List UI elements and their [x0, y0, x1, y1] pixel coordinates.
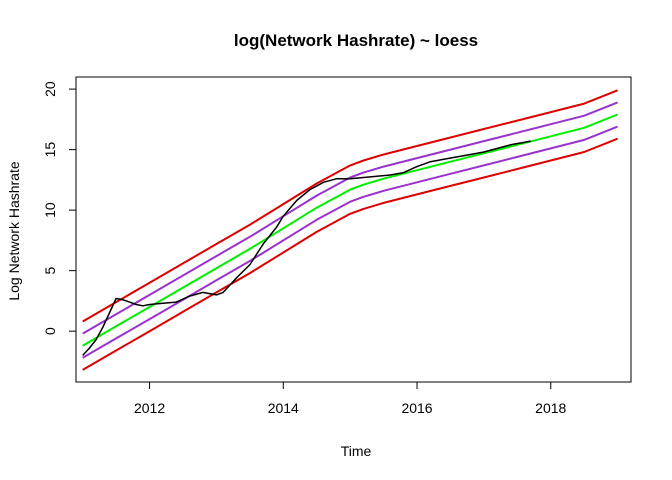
series-line-outer-lower	[82, 137, 618, 371]
y-tick-label: 20	[42, 81, 58, 97]
observed-layer	[82, 140, 531, 356]
series-line-inner-lower	[82, 125, 618, 359]
y-axis-label: Log Network Hashrate	[6, 161, 22, 301]
y-tick-label: 15	[42, 142, 58, 158]
series-layer	[82, 89, 618, 371]
series-line-observed	[82, 140, 531, 356]
x-tick-label: 2014	[268, 400, 299, 416]
x-tick-label: 2018	[535, 400, 566, 416]
y-axis: 0 5 10 15 20	[42, 81, 77, 335]
series-line-inner-upper	[82, 101, 618, 335]
x-tick-label: 2012	[134, 400, 165, 416]
y-tick-label: 5	[42, 267, 58, 275]
plot-frame	[75, 76, 632, 383]
chart-title: log(Network Hashrate) ~ loess	[234, 31, 478, 50]
y-tick-label: 0	[42, 327, 58, 335]
series-line-outer-upper	[82, 89, 618, 323]
series-line-fit	[82, 113, 618, 347]
x-tick-label: 2016	[401, 400, 432, 416]
x-axis: 2012 2014 2016 2018	[134, 381, 567, 416]
y-tick-label: 10	[42, 202, 58, 218]
x-axis-label: Time	[341, 443, 372, 459]
